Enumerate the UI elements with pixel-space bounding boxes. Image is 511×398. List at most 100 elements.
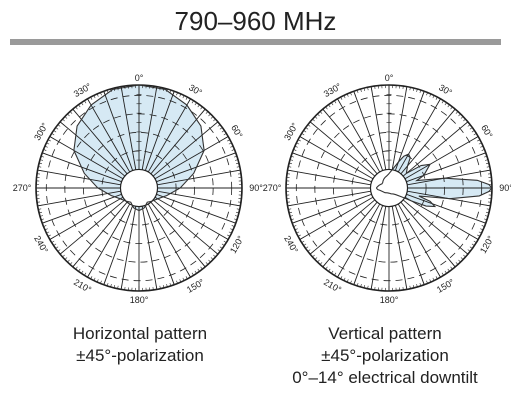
horizontal-angle-label-150: 150° xyxy=(185,277,206,295)
horizontal-angle-label-270: 270° xyxy=(13,183,32,193)
vertical-grid-ring-2 xyxy=(314,113,464,263)
vertical-angle-label-120: 120° xyxy=(478,234,496,255)
vertical-grid-ring-3 xyxy=(295,94,483,282)
vertical-spoke-160 xyxy=(394,205,425,285)
vertical-spoke-140 xyxy=(400,201,456,268)
vertical-angle-label-30: 30° xyxy=(437,82,454,98)
vertical-spoke-340 xyxy=(353,91,384,171)
vertical-pattern-outline xyxy=(376,153,493,208)
vertical-spoke-110 xyxy=(406,193,486,224)
vertical-angle-label-150: 150° xyxy=(435,277,456,295)
vertical-polar-chart: 0° 30° 60° 90° 120° 150° 180° 210° 240° 270° 300° 3… xyxy=(263,73,511,305)
horizontal-spoke-150 xyxy=(147,203,191,278)
vertical-spoke-210 xyxy=(337,203,381,278)
horizontal-spoke-60 xyxy=(154,136,229,180)
horizontal-grid-ring-2 xyxy=(64,113,214,263)
vertical-spoke-80 xyxy=(407,169,491,186)
vertical-spoke-260 xyxy=(287,190,371,207)
vertical-angle-label-300: 300° xyxy=(282,121,300,142)
horizontal-spoke-30 xyxy=(147,98,191,173)
vertical-angle-label-240: 240° xyxy=(282,234,300,255)
horizontal-spoke-10 xyxy=(141,86,158,170)
horizontal-spoke-80 xyxy=(157,169,241,186)
vertical-spoke-250 xyxy=(292,193,372,224)
horizontal-spoke-340 xyxy=(103,91,134,171)
horizontal-spoke-310 xyxy=(59,121,126,177)
vertical-spoke-300 xyxy=(299,136,374,180)
horizontal-spoke-300 xyxy=(49,136,124,180)
vertical-angle-label-330: 330° xyxy=(322,81,343,99)
horizontal-spoke-280 xyxy=(37,169,121,186)
vertical-spoke-20 xyxy=(394,91,425,171)
horizontal-angle-label-30: 30° xyxy=(187,82,204,98)
vertical-caption-line-3: 0°–14° electrical downtilt xyxy=(292,368,478,387)
vertical-caption-line-2: ±45°-polarization xyxy=(321,346,449,365)
vertical-spoke-150 xyxy=(397,203,441,278)
vertical-spoke-240 xyxy=(299,196,374,240)
vertical-spoke-290 xyxy=(292,152,372,183)
horizontal-grid-ring-3 xyxy=(45,94,233,282)
horizontal-polar-chart: 0° 30° 60° 90° 120° 150° 180° 210° 240° 270° 300° 3… xyxy=(13,73,264,305)
horizontal-spoke-350 xyxy=(120,86,137,170)
horizontal-spoke-240 xyxy=(49,196,124,240)
vertical-spoke-30 xyxy=(397,98,441,173)
vertical-pattern-caption: Vertical pattern ±45°-polarization 0°–14… xyxy=(260,323,510,389)
horizontal-caption-line-2: ±45°-polarization xyxy=(76,346,204,365)
vertical-spoke-50 xyxy=(402,121,469,177)
vertical-spoke-170 xyxy=(391,206,408,290)
horizontal-spoke-170 xyxy=(141,206,158,290)
horizontal-pattern-caption: Horizontal pattern ±45°-polarization xyxy=(30,323,250,367)
horizontal-angle-label-240: 240° xyxy=(32,234,50,255)
title-divider xyxy=(10,39,501,45)
vertical-spoke-60 xyxy=(404,136,479,180)
horizontal-angle-label-330: 330° xyxy=(72,81,93,99)
vertical-spoke-190 xyxy=(370,206,387,290)
vertical-spoke-230 xyxy=(309,199,376,255)
vertical-spoke-350 xyxy=(370,86,387,170)
vertical-angle-label-0: 0° xyxy=(385,73,394,83)
vertical-spoke-200 xyxy=(353,205,384,285)
horizontal-angle-label-0: 0° xyxy=(135,73,144,83)
horizontal-grid-ring-1 xyxy=(82,131,196,245)
horizontal-spoke-140 xyxy=(150,201,206,268)
horizontal-spoke-190 xyxy=(120,206,137,290)
horizontal-spoke-130 xyxy=(152,199,219,255)
horizontal-angle-label-90: 90° xyxy=(249,183,263,193)
horizontal-angle-label-300: 300° xyxy=(32,121,50,142)
vertical-angle-label-90: 90° xyxy=(499,183,511,193)
vertical-angle-label-210: 210° xyxy=(322,277,343,295)
horizontal-spoke-20 xyxy=(144,91,175,171)
vertical-spoke-130 xyxy=(402,199,469,255)
horizontal-angle-label-210: 210° xyxy=(72,277,93,295)
horizontal-spoke-110 xyxy=(156,193,236,224)
vertical-angle-label-180: 180° xyxy=(380,295,399,305)
page-title: 790–960 MHz xyxy=(174,6,337,36)
horizontal-spoke-330 xyxy=(87,98,131,173)
horizontal-angle-label-180: 180° xyxy=(130,295,149,305)
vertical-spoke-320 xyxy=(322,108,378,175)
vertical-spoke-280 xyxy=(287,169,371,186)
horizontal-caption-line-1: Horizontal pattern xyxy=(72,324,208,343)
horizontal-angle-label-120: 120° xyxy=(228,234,246,255)
horizontal-spoke-210 xyxy=(87,203,131,278)
vertical-angle-label-60: 60° xyxy=(479,123,495,140)
vertical-caption-line-1: Vertical pattern xyxy=(328,324,442,343)
vertical-spoke-40 xyxy=(400,108,456,175)
vertical-spoke-70 xyxy=(406,152,486,183)
horizontal-spoke-50 xyxy=(152,121,219,177)
horizontal-spoke-200 xyxy=(103,205,134,285)
horizontal-spoke-160 xyxy=(144,205,175,285)
horizontal-spoke-120 xyxy=(154,196,229,240)
vertical-spoke-120 xyxy=(404,196,479,240)
horizontal-pattern-outline xyxy=(73,84,205,212)
vertical-spoke-10 xyxy=(391,86,408,170)
horizontal-spoke-250 xyxy=(42,193,122,224)
vertical-spoke-330 xyxy=(337,98,381,173)
vertical-spoke-310 xyxy=(309,121,376,177)
vertical-grid-ring-1 xyxy=(332,131,446,245)
horizontal-spoke-220 xyxy=(72,201,128,268)
horizontal-angle-label-60: 60° xyxy=(229,123,245,140)
vertical-angle-label-270: 270° xyxy=(263,183,282,193)
vertical-spoke-220 xyxy=(322,201,378,268)
